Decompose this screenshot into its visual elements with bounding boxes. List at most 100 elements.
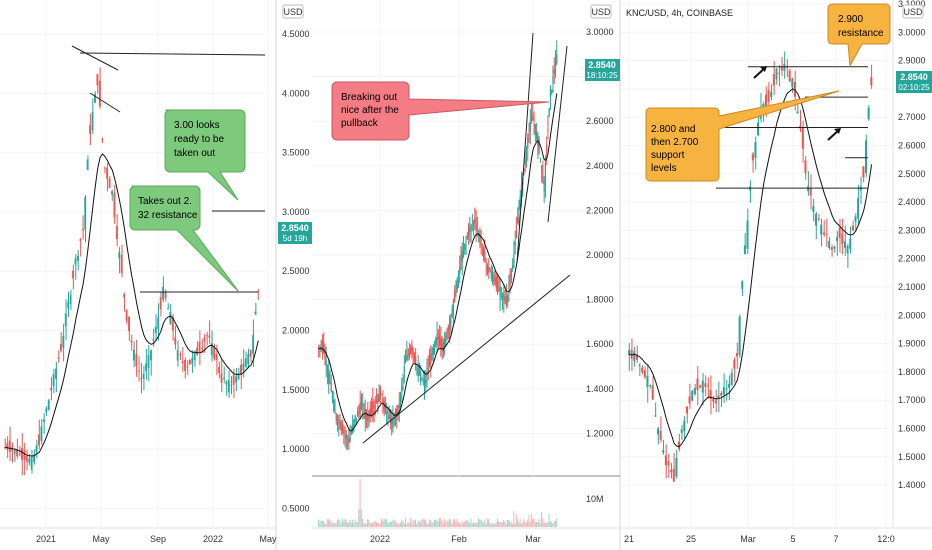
candle-body [514,242,516,246]
candle-body [450,319,452,326]
candle-body [503,295,505,300]
volume-bar [441,520,443,527]
annotation-breaking-out: Breaking out nice after the pullback [331,81,550,141]
candle-body [421,378,423,380]
y-tick-label: 3.0000 [282,207,310,217]
candle-body [490,271,492,278]
candle-body [417,368,419,377]
volume-bar [420,522,422,527]
volume-bar [489,522,491,527]
candle-body [33,454,36,463]
candle-body [454,291,456,302]
volume-bar [343,521,345,527]
volume-bar [406,523,408,527]
volume-bar [335,522,337,527]
volume-bar [364,522,366,527]
volume-bar [505,523,507,527]
volume-bar [377,523,379,527]
candle-body [455,289,457,292]
volume-bar [444,519,445,527]
volume-bar [336,519,338,527]
candle-body [6,443,9,450]
volume-bar [484,519,486,527]
candle-body [530,113,533,121]
volume-bar [433,520,435,527]
candle-body [353,420,355,426]
candle-body [35,445,38,453]
volume-bar [534,521,536,527]
candle-body [416,366,418,368]
candle-body [331,395,334,399]
candle-body [524,161,526,164]
candle-body [16,449,18,457]
candle-body [486,264,489,271]
volume-bar [326,519,328,527]
candle-body [484,250,486,263]
candle-body [230,384,233,386]
candle-body [504,297,506,301]
volume-bar [391,522,393,527]
candle-body [505,296,507,306]
candle-body [461,251,463,262]
volume-bar [533,518,535,527]
candle-body [52,374,55,387]
volume-bar [507,519,508,527]
volume-bar [493,523,495,527]
candle-body [704,383,707,387]
volume-bar [368,519,370,527]
volume-bar [499,522,501,527]
x-tick-label: 2021 [36,534,56,544]
candle-body [55,368,57,379]
candle-body [154,326,157,334]
candle-body [500,288,502,291]
volume-bar [411,523,413,527]
y-tick-label: 3.5000 [282,148,310,158]
volume-bar [404,518,406,527]
candle-body [30,457,33,470]
candle-body [451,307,453,317]
candle-body [445,336,447,343]
x-tick-label: Mar [525,534,541,544]
candle-body [509,273,511,286]
volume-bar [522,522,524,527]
candle-body [507,296,509,302]
svg-text:taken out: taken out [174,148,215,159]
candle-body [843,241,846,248]
candle-body [641,367,644,372]
y-tick-label: 1.8000 [898,367,926,377]
candle-body [252,334,255,355]
candle-body [40,426,43,442]
candle-body [717,395,720,399]
candle-body [406,354,408,360]
volume-bar [338,519,340,527]
candle-body [693,388,696,395]
trendline [89,92,121,113]
volume-bar [520,523,522,527]
weekly-chart-panel: 4.5000 4.0000 3.5000 3.0000 2.5000 2.0000 1.50… [0,0,312,550]
candle-body [814,213,817,226]
candle-body [552,76,554,83]
candle-body [408,347,410,357]
volume-bar [397,523,399,527]
candle-body [767,89,770,102]
candle-body [720,393,723,396]
y-tick-label: 2.3000 [898,225,926,235]
candle-body [98,80,101,107]
candle-body [791,78,794,88]
candle-body [398,403,400,409]
candle-body [659,430,662,440]
volume-bar [341,518,343,527]
volume-bar [447,521,449,527]
candle-body [476,228,478,231]
candle-body [743,245,746,254]
candle-body [751,153,754,161]
candle-body [208,335,211,338]
candle-body [820,224,823,235]
support-trendline [362,274,571,444]
candle-body [630,349,633,359]
candle-body [354,415,356,422]
volume-bar [344,518,346,527]
candle-body [438,335,441,346]
volume-bar [518,522,520,527]
